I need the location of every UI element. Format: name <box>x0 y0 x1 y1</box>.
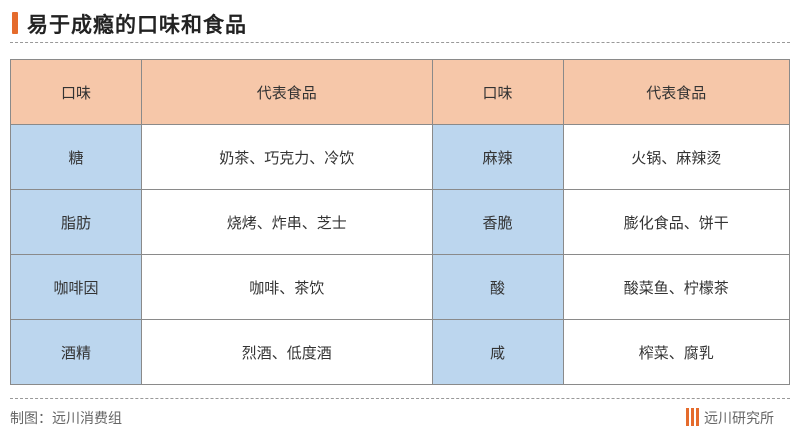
foods-cell: 烧烤、炸串、芝士 <box>141 189 433 255</box>
foods-cell: 咖啡、茶饮 <box>141 254 433 320</box>
header-foods: 代表食品 <box>141 59 433 125</box>
flavor-cell: 咸 <box>431 319 564 385</box>
header-flavor: 口味 <box>10 59 142 125</box>
flavor-cell: 脂肪 <box>10 189 142 255</box>
brand-logo-icon <box>686 408 699 426</box>
divider <box>10 42 790 43</box>
footer-divider <box>10 398 790 399</box>
flavor-cell: 酸 <box>431 254 564 320</box>
flavor-cell: 酒精 <box>10 319 142 385</box>
flavor-cell: 麻辣 <box>431 124 564 190</box>
page-title: 易于成瘾的口味和食品 <box>27 13 247 37</box>
header-flavor: 口味 <box>431 59 564 125</box>
flavor-cell: 咖啡因 <box>10 254 142 320</box>
table-header-row: 口味 代表食品 口味 代表食品 <box>10 59 791 125</box>
table-row: 脂肪 烧烤、炸串、芝士 香脆 膨化食品、饼干 <box>10 189 791 255</box>
flavor-table: 口味 代表食品 口味 代表食品 糖 奶茶、巧克力、冷饮 麻辣 火锅、麻辣烫 脂肪… <box>10 59 791 385</box>
title-accent-bar <box>12 12 18 34</box>
flavor-cell: 香脆 <box>431 189 564 255</box>
brand-name: 远川研究所 <box>704 411 774 427</box>
table-row: 糖 奶茶、巧克力、冷饮 麻辣 火锅、麻辣烫 <box>10 124 791 190</box>
foods-cell: 膨化食品、饼干 <box>562 189 791 255</box>
table-row: 咖啡因 咖啡、茶饮 酸 酸菜鱼、柠檬茶 <box>10 254 791 320</box>
foods-cell: 火锅、麻辣烫 <box>562 124 791 190</box>
foods-cell: 奶茶、巧克力、冷饮 <box>141 124 433 190</box>
foods-cell: 榨菜、腐乳 <box>562 319 791 385</box>
table-row: 酒精 烈酒、低度酒 咸 榨菜、腐乳 <box>10 319 791 385</box>
credit-text: 制图：远川消费组 <box>10 411 122 427</box>
flavor-cell: 糖 <box>10 124 142 190</box>
foods-cell: 烈酒、低度酒 <box>141 319 433 385</box>
header-foods: 代表食品 <box>562 59 791 125</box>
foods-cell: 酸菜鱼、柠檬茶 <box>562 254 791 320</box>
